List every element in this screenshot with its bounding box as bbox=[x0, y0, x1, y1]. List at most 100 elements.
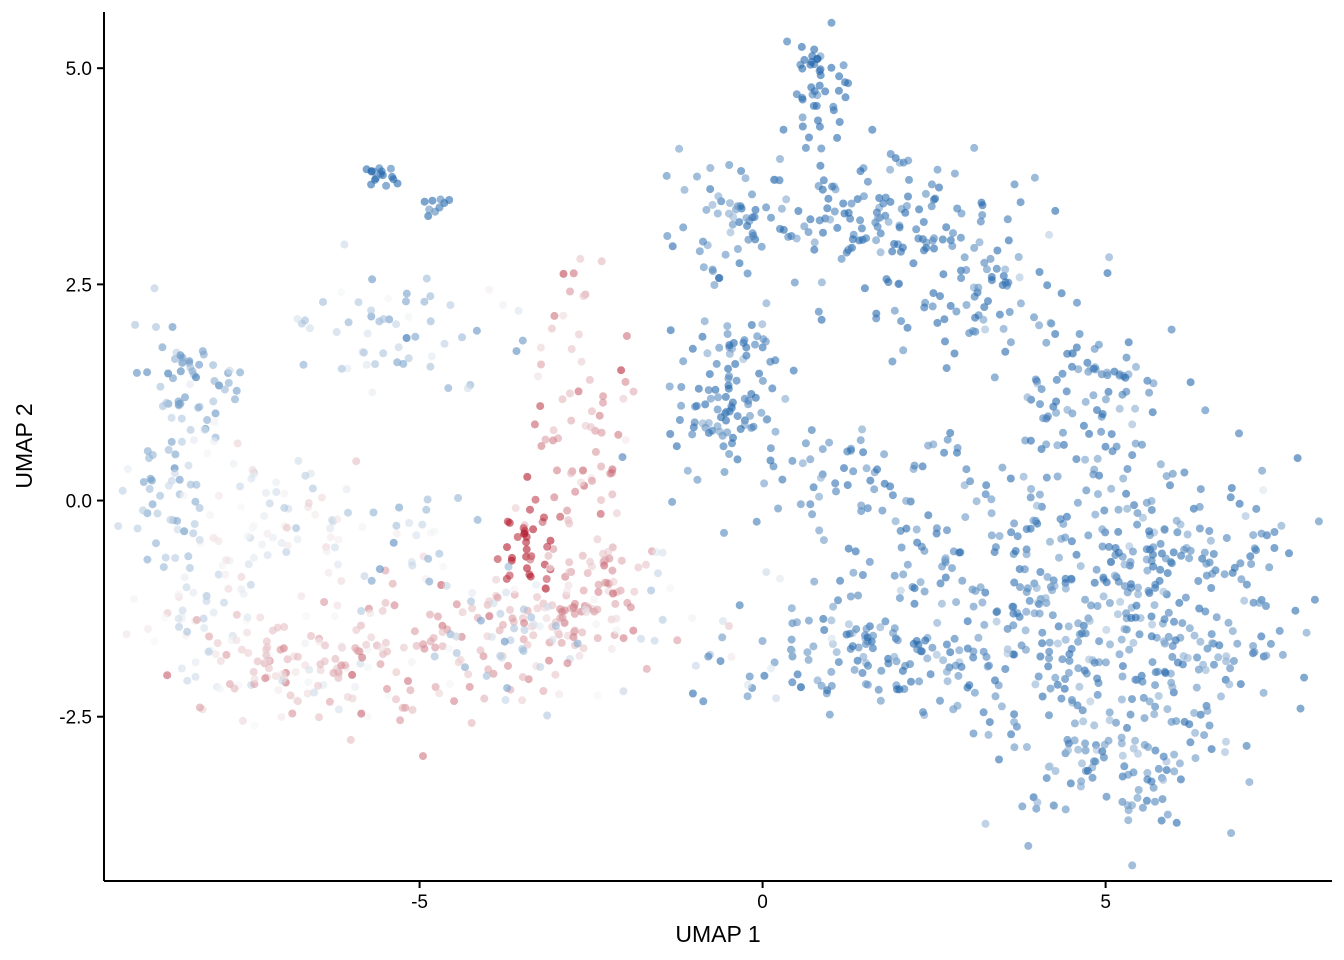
scatter-point bbox=[877, 666, 886, 675]
scatter-point bbox=[812, 101, 821, 110]
scatter-point bbox=[1022, 607, 1031, 616]
scatter-point bbox=[987, 531, 996, 540]
scatter-point bbox=[979, 315, 988, 324]
scatter-point bbox=[211, 409, 220, 418]
scatter-point bbox=[746, 411, 754, 420]
scatter-point bbox=[1212, 613, 1221, 622]
scatter-point bbox=[1063, 405, 1072, 414]
scatter-point bbox=[171, 554, 180, 562]
scatter-point bbox=[1004, 236, 1013, 245]
scatter-point bbox=[1087, 601, 1095, 610]
scatter-point bbox=[852, 625, 861, 634]
scatter-point bbox=[608, 465, 617, 474]
scatter-point bbox=[706, 185, 715, 194]
scatter-point bbox=[356, 659, 365, 668]
scatter-point bbox=[1161, 554, 1170, 563]
scatter-point bbox=[654, 569, 662, 578]
scatter-point bbox=[1162, 766, 1171, 775]
scatter-point bbox=[1061, 533, 1070, 542]
scatter-point bbox=[720, 468, 729, 476]
scatter-point bbox=[1055, 553, 1063, 562]
scatter-point bbox=[118, 486, 127, 495]
scatter-point bbox=[210, 377, 219, 385]
scatter-point bbox=[755, 369, 764, 378]
scatter-point bbox=[1215, 641, 1224, 650]
scatter-point bbox=[537, 360, 545, 369]
scatter-point bbox=[715, 274, 724, 283]
scatter-point bbox=[1072, 455, 1081, 464]
scatter-point bbox=[493, 555, 502, 564]
scatter-point bbox=[263, 529, 272, 538]
scatter-point bbox=[146, 474, 155, 483]
scatter-point bbox=[1123, 504, 1132, 513]
scatter-point bbox=[420, 297, 429, 306]
scatter-point bbox=[369, 508, 378, 517]
scatter-point bbox=[1151, 797, 1159, 806]
scatter-point bbox=[161, 553, 170, 562]
scatter-point bbox=[882, 275, 891, 284]
scatter-point bbox=[891, 517, 900, 526]
scatter-point bbox=[890, 240, 899, 248]
x-tick-label: 0 bbox=[757, 892, 768, 913]
scatter-point bbox=[1207, 584, 1216, 592]
scatter-point bbox=[1149, 379, 1158, 388]
scatter-point bbox=[321, 641, 329, 650]
scatter-point bbox=[915, 677, 924, 686]
scatter-point bbox=[294, 456, 303, 465]
scatter-point bbox=[1186, 546, 1195, 555]
scatter-point bbox=[271, 672, 280, 681]
scatter-point bbox=[512, 347, 521, 356]
scatter-point bbox=[971, 587, 980, 595]
scatter-point bbox=[324, 568, 333, 577]
scatter-point bbox=[1009, 621, 1018, 630]
scatter-point bbox=[1145, 527, 1154, 536]
scatter-point bbox=[849, 568, 858, 577]
scatter-point bbox=[841, 78, 849, 87]
scatter-point bbox=[232, 386, 241, 395]
scatter-point bbox=[435, 689, 444, 698]
scatter-point bbox=[315, 713, 323, 722]
scatter-point bbox=[1148, 658, 1157, 667]
scatter-point bbox=[412, 641, 421, 650]
scatter-point bbox=[159, 563, 168, 572]
scatter-point bbox=[808, 52, 817, 61]
scatter-point bbox=[176, 367, 185, 376]
scatter-point bbox=[1114, 527, 1123, 536]
scatter-point bbox=[168, 323, 177, 331]
scatter-point bbox=[1091, 510, 1100, 519]
scatter-point bbox=[1147, 506, 1156, 514]
scatter-point bbox=[1084, 531, 1093, 540]
scatter-point bbox=[170, 469, 179, 478]
scatter-point bbox=[1168, 642, 1177, 650]
scatter-point bbox=[526, 555, 535, 564]
scatter-point bbox=[912, 525, 921, 534]
scatter-point bbox=[823, 204, 832, 213]
scatter-point bbox=[979, 647, 988, 656]
scatter-point bbox=[337, 288, 346, 297]
scatter-point bbox=[1134, 749, 1142, 758]
scatter-point bbox=[1032, 584, 1041, 592]
scatter-point bbox=[952, 598, 961, 607]
scatter-point bbox=[941, 554, 950, 563]
scatter-point bbox=[392, 529, 401, 538]
scatter-point bbox=[825, 710, 834, 719]
scatter-point bbox=[1052, 408, 1061, 417]
scatter-point bbox=[857, 224, 866, 233]
scatter-point bbox=[806, 455, 815, 464]
scatter-point bbox=[860, 284, 869, 293]
y-axis-ticks: -2.50.02.55.0 bbox=[59, 59, 104, 729]
scatter-point bbox=[1285, 549, 1293, 558]
scatter-point bbox=[363, 329, 372, 338]
scatter-point bbox=[299, 360, 308, 369]
scatter-point bbox=[1135, 630, 1144, 639]
scatter-point bbox=[1172, 818, 1181, 827]
scatter-point bbox=[487, 632, 496, 641]
scatter-point bbox=[890, 652, 899, 661]
scatter-point bbox=[463, 384, 472, 393]
scatter-point bbox=[839, 61, 848, 70]
scatter-point bbox=[706, 394, 715, 403]
scatter-point bbox=[928, 302, 937, 311]
scatter-point bbox=[617, 556, 626, 565]
scatter-point bbox=[808, 510, 817, 519]
scatter-point bbox=[458, 608, 467, 617]
